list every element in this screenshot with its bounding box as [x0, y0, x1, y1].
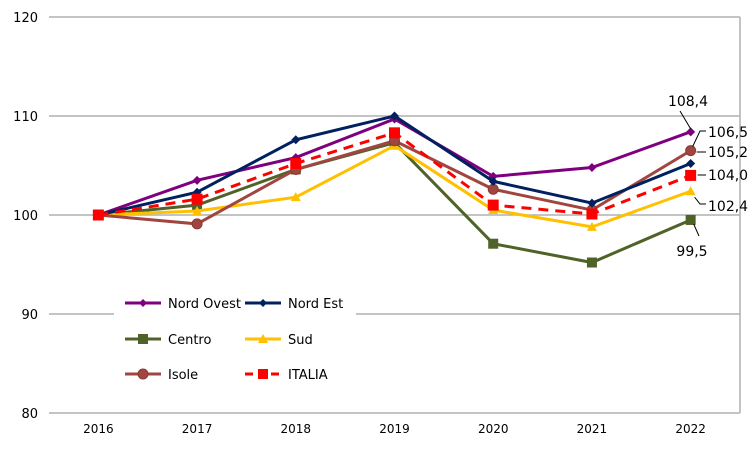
data-point-triangle	[290, 192, 301, 202]
legend-label: Centro	[168, 333, 211, 348]
data-point-diamond	[686, 127, 696, 137]
legend-item: Isole	[125, 368, 198, 383]
y-tick-label: 80	[21, 407, 38, 422]
data-point-square	[258, 369, 268, 379]
legend-item: Sud	[245, 333, 313, 348]
data-point-diamond	[259, 299, 267, 307]
data-point-square	[487, 199, 499, 211]
data-label: 105,2	[708, 145, 748, 161]
data-label: 102,4	[708, 199, 748, 215]
data-point-square	[685, 214, 696, 225]
data-label: 108,4	[668, 94, 708, 110]
data-point-square	[685, 169, 697, 181]
legend-label: ITALIA	[288, 368, 328, 383]
leader-line	[693, 223, 700, 237]
legend-item: Nord Ovest	[125, 297, 241, 312]
leader-line	[679, 110, 692, 130]
data-point-square	[192, 200, 203, 211]
data-point-diamond	[192, 175, 202, 185]
legend-label: Nord Est	[288, 297, 343, 312]
data-point-diamond	[587, 198, 597, 208]
data-point-circle	[137, 368, 149, 380]
y-tick-label: 110	[13, 110, 38, 125]
legend-label: Isole	[168, 368, 198, 383]
data-point-square	[290, 158, 302, 170]
x-tick-label: 2021	[577, 422, 608, 436]
data-point-diamond	[488, 176, 498, 186]
legend-item: ITALIA	[245, 368, 328, 383]
x-tick-label: 2020	[478, 422, 509, 436]
data-point-triangle	[192, 206, 203, 216]
series-italia	[92, 127, 697, 221]
data-point-square	[191, 193, 203, 205]
x-tick-label: 2016	[83, 422, 114, 436]
x-tick-label: 2018	[281, 422, 312, 436]
data-point-diamond	[390, 111, 399, 121]
data-point-triangle	[685, 186, 696, 196]
legend-label: Nord Ovest	[168, 297, 241, 312]
data-point-triangle	[586, 221, 597, 231]
data-point-square	[586, 208, 598, 220]
data-point-diamond	[291, 135, 301, 145]
data-point-circle	[685, 145, 697, 157]
x-tick-label: 2019	[379, 422, 410, 436]
legend-item: Nord Est	[245, 297, 343, 312]
legend-item: Centro	[125, 333, 211, 348]
legend-label: Sud	[288, 333, 313, 348]
data-point-diamond	[139, 299, 147, 307]
data-point-diamond	[587, 162, 597, 172]
x-tick-label: 2017	[182, 422, 213, 436]
data-label: 104,0	[708, 168, 748, 184]
leader-line	[694, 196, 706, 205]
data-point-triangle	[258, 334, 268, 343]
data-label: 106,5	[708, 125, 748, 141]
y-tick-label: 100	[13, 209, 38, 224]
data-point-square	[389, 127, 400, 139]
y-tick-label: 90	[21, 308, 38, 323]
x-tick-label: 2022	[675, 422, 706, 436]
data-point-square	[586, 257, 597, 268]
data-label: 99,5	[676, 244, 707, 260]
data-point-square	[92, 209, 104, 221]
data-point-square	[488, 238, 499, 249]
data-point-diamond	[686, 159, 696, 169]
data-point-circle	[191, 218, 203, 230]
data-point-square	[138, 334, 148, 344]
leader-line	[692, 130, 706, 147]
y-tick-label: 120	[13, 11, 38, 26]
